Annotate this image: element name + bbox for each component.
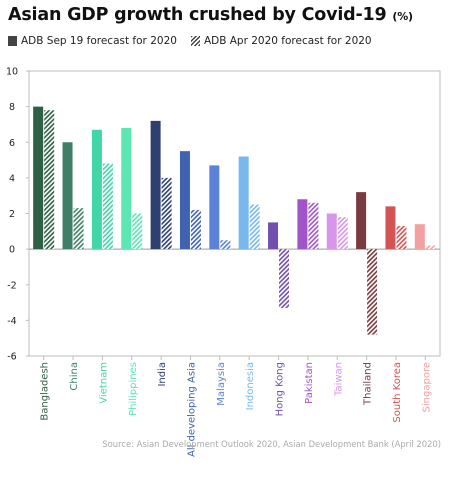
bar-sep19-5 <box>179 151 190 250</box>
y-tick-label: 0 <box>9 245 15 256</box>
legend-item-solid: ADB Sep 19 forecast for 2020 <box>8 35 177 47</box>
bar-apr2020-11 <box>367 249 378 335</box>
x-tick-label: Taiwan <box>333 362 344 397</box>
bar-apr2020-12 <box>396 225 407 250</box>
bar-apr2020-13 <box>425 245 436 250</box>
y-tick-label: -6 <box>7 352 16 363</box>
y-tick-label: -2 <box>7 280 16 291</box>
chart-title: Asian GDP growth crushed by Covid-19 (%) <box>8 5 413 25</box>
bar-sep19-2 <box>91 129 102 250</box>
title-unit: (%) <box>392 10 413 23</box>
source-note: Source: Asian Development Outlook 2020, … <box>102 439 441 449</box>
bar-sep19-0 <box>33 106 44 250</box>
legend-label-solid: ADB Sep 19 forecast for 2020 <box>21 35 177 47</box>
bar-sep19-4 <box>150 120 161 250</box>
bar-sep19-3 <box>121 128 132 250</box>
x-tick-label: Malaysia <box>216 362 227 406</box>
y-tick-label: -4 <box>7 316 16 327</box>
bar-apr2020-1 <box>73 208 84 250</box>
x-tick-label: Pakistan <box>304 362 315 404</box>
x-tick-label: Hong Kong <box>275 362 286 416</box>
y-tick-label: 2 <box>9 209 15 220</box>
bar-sep19-7 <box>238 156 249 250</box>
bar-apr2020-2 <box>102 163 113 250</box>
bar-apr2020-10 <box>337 217 348 250</box>
bar-sep19-10 <box>326 213 337 250</box>
legend-swatch-hatched <box>190 36 200 46</box>
y-tick-label: 8 <box>9 102 15 113</box>
x-tick-label: Philippines <box>128 362 139 416</box>
bar-sep19-9 <box>297 199 308 250</box>
bar-sep19-13 <box>414 224 425 250</box>
title-text: Asian GDP growth crushed by Covid-19 <box>8 5 387 25</box>
bar-sep19-8 <box>268 222 279 250</box>
bar-apr2020-7 <box>249 204 260 250</box>
bar-sep19-11 <box>356 192 367 250</box>
legend-item-hatched: ADB Apr 2020 forecast for 2020 <box>190 35 372 47</box>
x-tick-label: Vietnam <box>98 362 109 404</box>
legend: ADB Sep 19 forecast for 2020 ADB Apr 202… <box>8 35 386 47</box>
bar-apr2020-5 <box>190 209 201 250</box>
legend-swatch-solid <box>8 36 17 46</box>
x-tick-label: All developing Asia <box>186 362 197 457</box>
bar-apr2020-4 <box>161 177 172 250</box>
bar-apr2020-6 <box>220 240 231 250</box>
bar-apr2020-8 <box>279 249 290 308</box>
y-tick-label: 4 <box>9 173 15 184</box>
bar-apr2020-9 <box>308 202 319 250</box>
bar-sep19-6 <box>209 165 220 250</box>
bar-sep19-1 <box>62 142 73 250</box>
plot-frame <box>28 70 441 357</box>
x-tick-label: China <box>69 362 80 391</box>
y-tick-label: 10 <box>6 67 18 78</box>
bar-sep19-12 <box>385 206 396 250</box>
legend-label-hatched: ADB Apr 2020 forecast for 2020 <box>203 35 372 47</box>
x-tick-label: Singapore <box>421 362 432 412</box>
bar-apr2020-3 <box>132 213 143 250</box>
x-tick-label: Bangladesh <box>40 362 51 421</box>
x-tick-label: Indonesia <box>245 362 256 410</box>
bar-apr2020-0 <box>44 110 55 250</box>
x-tick-label: India <box>157 362 168 387</box>
y-tick-label: 6 <box>9 138 15 149</box>
x-tick-label: South Korea <box>392 362 403 423</box>
x-tick-label: Thailand <box>363 362 374 406</box>
